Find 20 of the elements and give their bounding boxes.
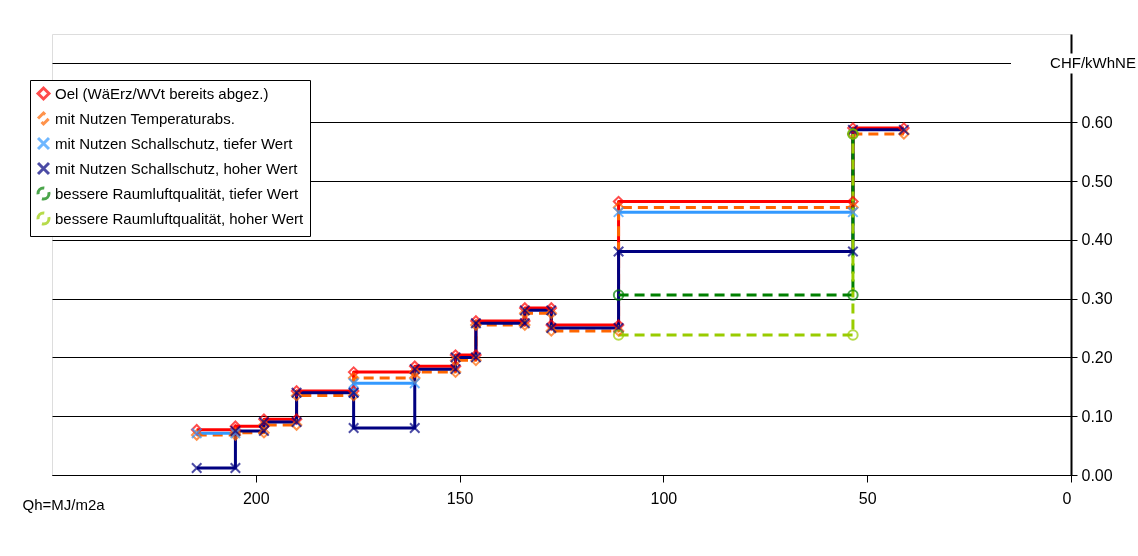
y-tick-label: 0.50 [1081,172,1113,190]
y-tick-label: 0.10 [1081,407,1113,425]
y-axis-title: CHF/kWhNE [1050,54,1136,72]
x-tick-label: 200 [242,489,270,507]
legend-label: bessere Raumluftqualität, hoher Wert [55,209,305,227]
legend-label: mit Nutzen Schallschutz, tiefer Wert [55,134,294,152]
legend-label: mit Nutzen Temperaturabs. [55,109,235,127]
y-tick-label: 0.60 [1081,113,1113,131]
x-tick-label: 100 [650,489,678,507]
x-tick-label: 150 [446,489,474,507]
legend-label: bessere Raumluftqualität, tiefer Wert [55,184,299,202]
legend-label: mit Nutzen Schallschutz, hoher Wert [55,159,299,177]
y-tick-label: 0.00 [1081,466,1113,484]
y-tick-label: 0.30 [1081,290,1113,308]
y-tick-label: 0.20 [1081,348,1113,366]
x-tick-label: 0 [1062,489,1072,507]
x-axis-title: Qh=MJ/m2a [22,495,106,513]
legend-label: Oel (WäErz/WVt bereits abgez.) [55,84,269,102]
x-tick-label: 50 [858,489,877,507]
y-tick-label: 0.40 [1081,231,1113,249]
